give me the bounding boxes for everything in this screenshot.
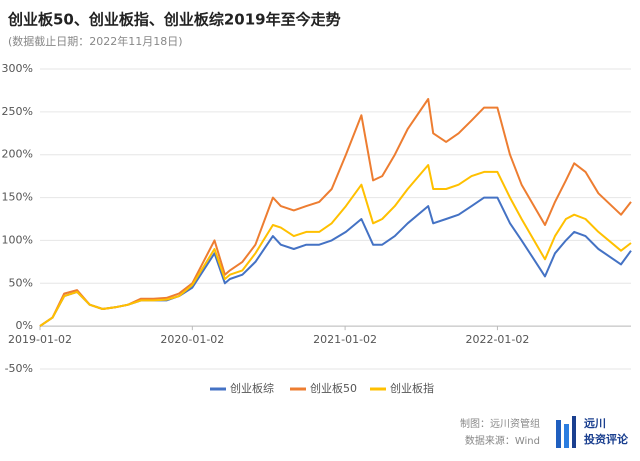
y-tick-label: 150% bbox=[2, 191, 33, 204]
note: 制图：远川资管组 bbox=[460, 417, 540, 430]
logo-text: 投资评论 bbox=[584, 432, 629, 446]
y-tick-label: 0% bbox=[16, 319, 33, 332]
x-tick-label: 2019-01-02 bbox=[8, 333, 72, 346]
legend-label: 创业板50 bbox=[310, 381, 357, 395]
y-tick-label: 250% bbox=[2, 105, 33, 118]
chart-subtitle: (数据截止日期：2022年11月18日) bbox=[8, 34, 183, 48]
x-tick-label: 2020-01-02 bbox=[160, 333, 224, 346]
legend-label: 创业板综 bbox=[230, 381, 274, 395]
y-tick-label: -50% bbox=[5, 362, 33, 375]
x-tick-label: 2021-01-02 bbox=[313, 333, 377, 346]
logo-text: 远川 bbox=[584, 417, 606, 430]
legend-label: 创业板指 bbox=[390, 381, 434, 395]
y-tick-label: 50% bbox=[9, 276, 33, 289]
series-line bbox=[39, 196, 632, 327]
y-tick-label: 300% bbox=[2, 62, 33, 75]
series-line bbox=[39, 98, 632, 327]
x-tick-label: 2022-01-02 bbox=[465, 333, 529, 346]
y-tick-label: 200% bbox=[2, 148, 33, 161]
y-tick-label: 100% bbox=[2, 233, 33, 246]
chart-title: 创业板50、创业板指、创业板综2019年至今走势 bbox=[7, 11, 341, 29]
series-line bbox=[39, 164, 632, 327]
logo-icon bbox=[556, 416, 576, 448]
note: 数据来源：Wind bbox=[465, 434, 540, 447]
